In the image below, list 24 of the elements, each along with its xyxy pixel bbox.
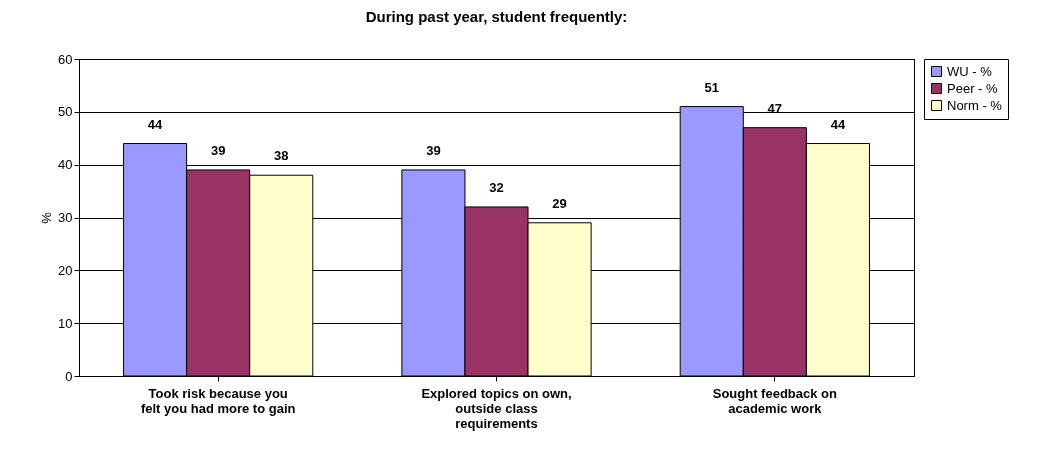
y-axis-title: %	[39, 211, 55, 224]
y-tick-label: 50	[58, 104, 73, 120]
data-label: 39	[210, 142, 226, 158]
y-tick-label: 10	[58, 315, 73, 331]
x-tick-label: Sought feedback on academic work	[712, 385, 838, 416]
data-label: 44	[147, 116, 164, 132]
x-tick-label: Took risk because you felt you had more to gain	[140, 385, 296, 416]
data-label: 38	[274, 148, 289, 164]
y-tick-label: 0	[65, 368, 73, 384]
data-label: 44	[830, 116, 846, 132]
y-tick-label: 20	[58, 262, 73, 278]
y-tick-label: 40	[58, 157, 73, 173]
legend-label: Peer - %	[947, 80, 999, 96]
data-label: 51	[704, 79, 719, 95]
legend-label: Norm - %	[947, 97, 1003, 113]
y-tick-label: 60	[58, 51, 73, 67]
x-tick-label: Explored topics on own, outside class requirements	[421, 385, 572, 431]
y-tick-label: 30	[58, 210, 73, 225]
data-label: 32	[489, 179, 504, 195]
data-label: 29	[552, 195, 567, 211]
data-label: 39	[426, 142, 441, 158]
chart-title: During past year, student frequently:	[365, 8, 628, 25]
legend-label: WU - %	[947, 63, 993, 79]
data-label: 47	[767, 100, 783, 116]
